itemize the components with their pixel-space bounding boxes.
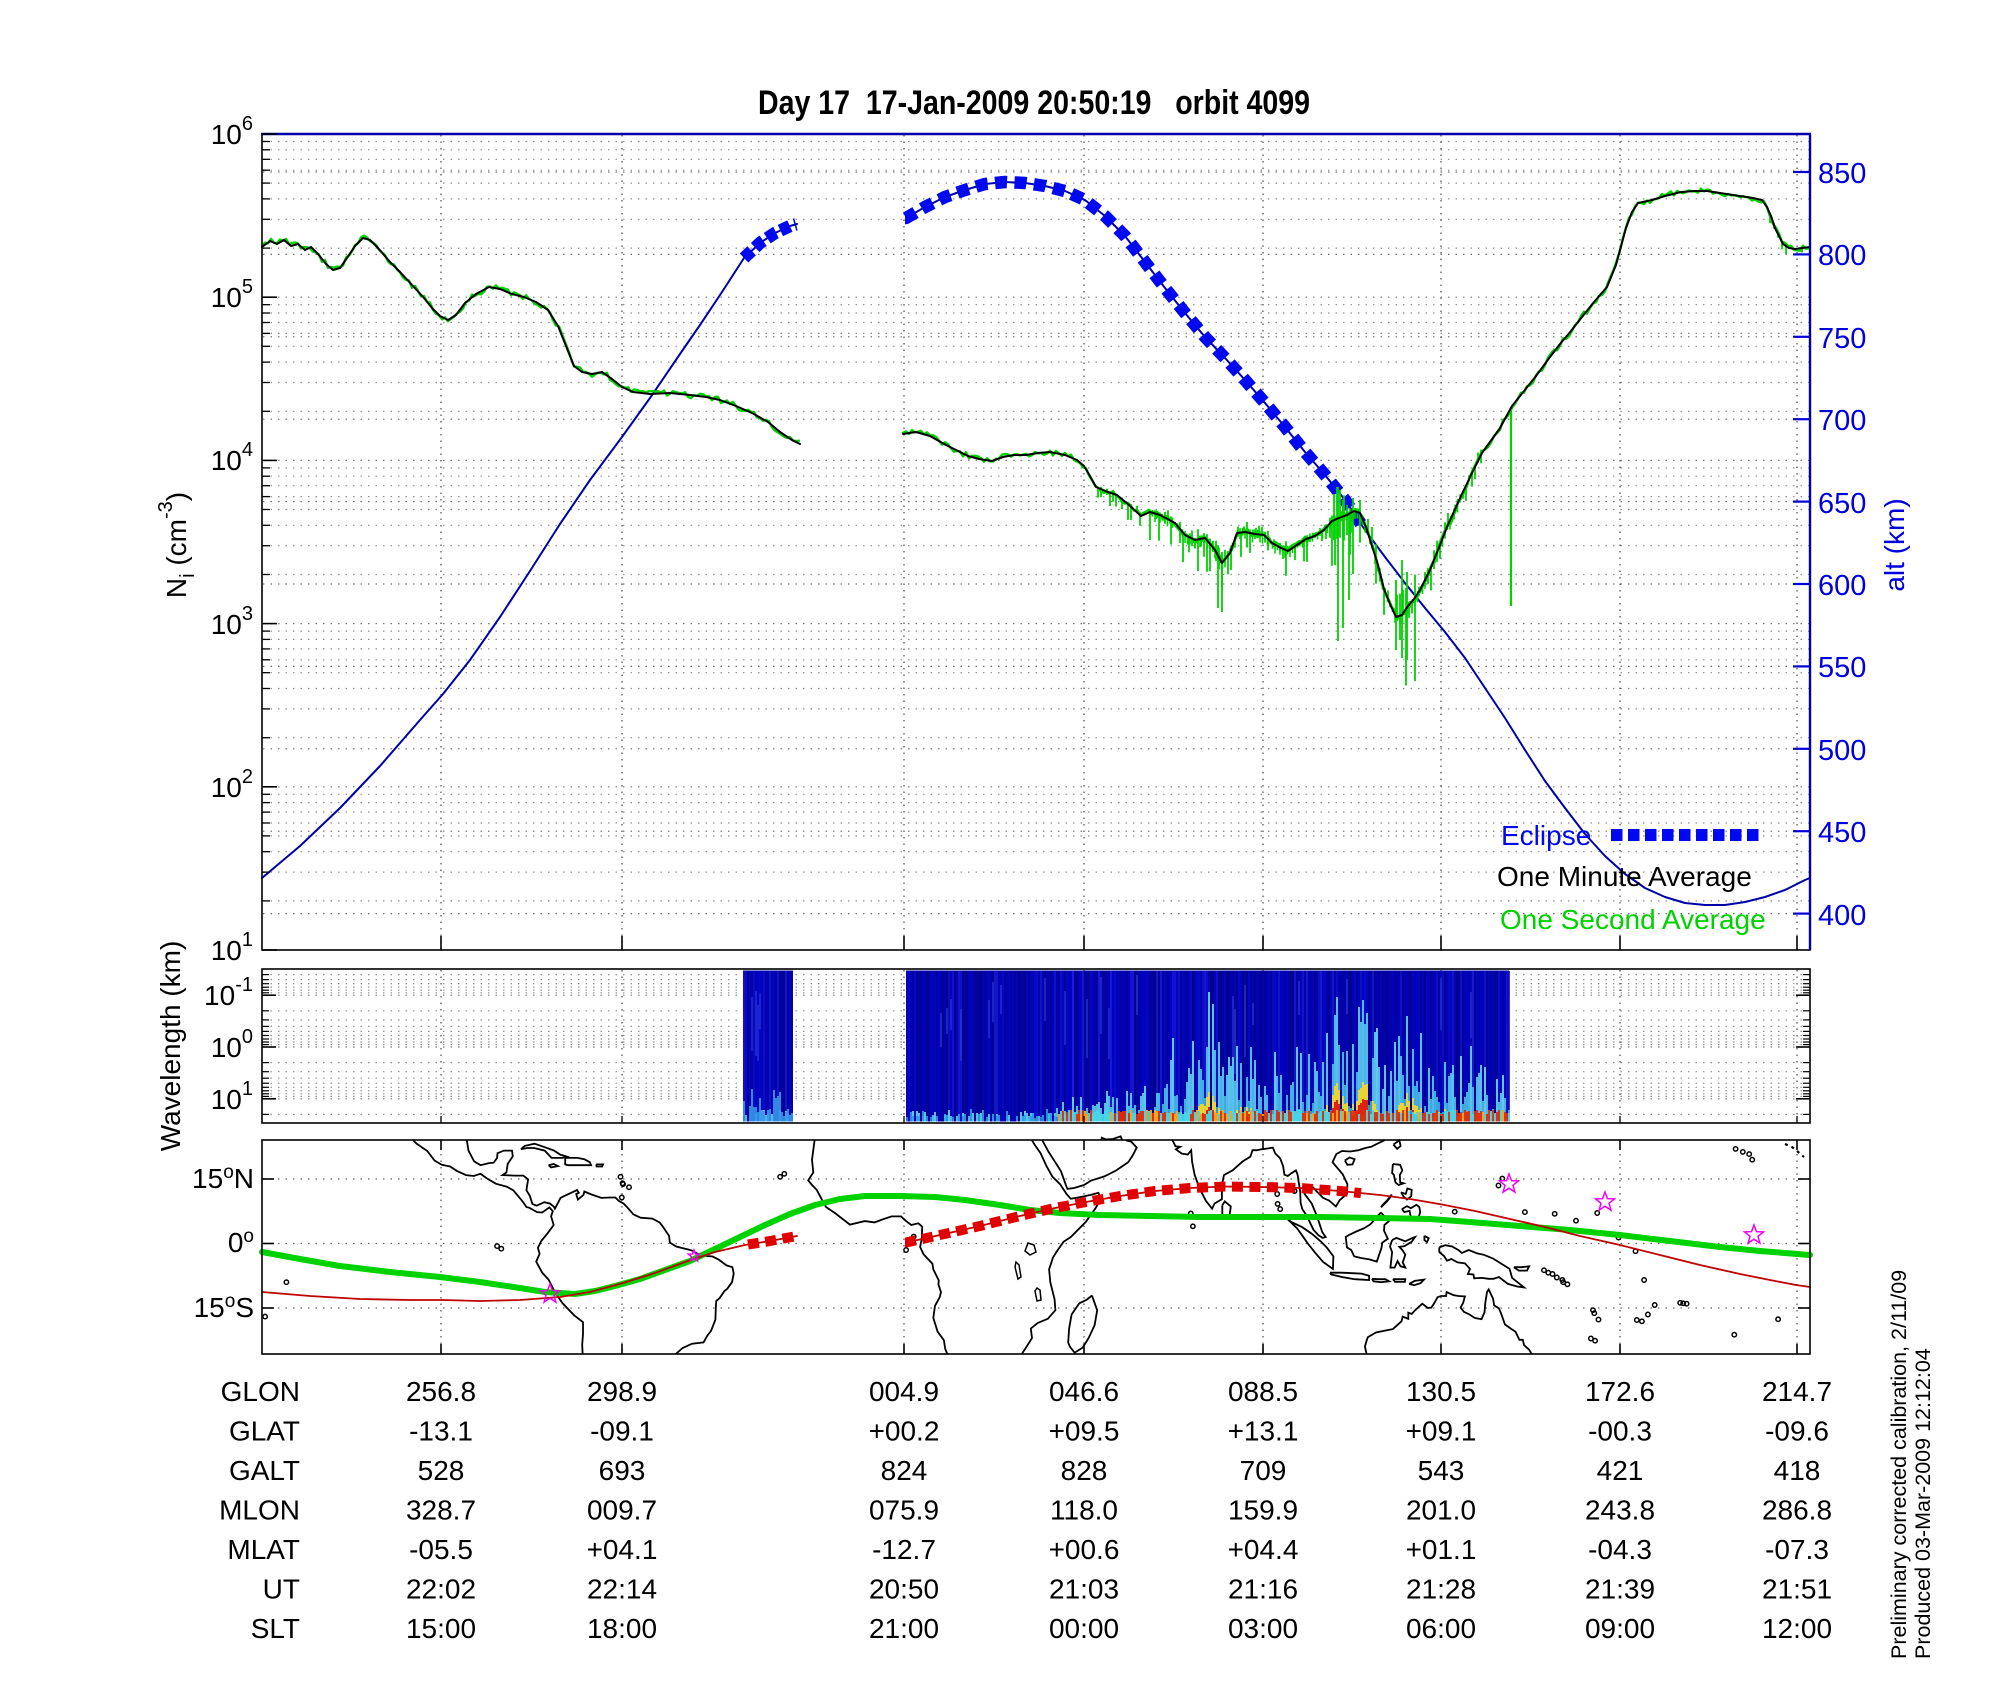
svg-text:22:14: 22:14	[587, 1574, 657, 1605]
svg-text:550: 550	[1818, 652, 1866, 684]
svg-text:12:00: 12:00	[1762, 1613, 1832, 1644]
svg-text:-09.6: -09.6	[1765, 1416, 1829, 1447]
svg-text:UT: UT	[263, 1574, 300, 1605]
svg-text:118.0: 118.0	[1050, 1495, 1118, 1526]
svg-text:One Minute Average: One Minute Average	[1497, 861, 1752, 892]
svg-text:Wavelength (km): Wavelength (km)	[155, 941, 186, 1152]
svg-text:824: 824	[881, 1455, 928, 1486]
svg-text:+09.5: +09.5	[1049, 1416, 1120, 1447]
svg-text:328.7: 328.7	[406, 1495, 476, 1526]
svg-text:+13.1: +13.1	[1228, 1416, 1299, 1447]
svg-text:Day 17 17-Jan-2009 20:50:19: Day 17 17-Jan-2009 20:50:19 orbit 4099	[758, 84, 1310, 122]
svg-text:Eclipse: Eclipse	[1501, 820, 1591, 851]
svg-text:GALT: GALT	[229, 1455, 300, 1486]
svg-text:004.9: 004.9	[869, 1376, 939, 1407]
svg-text:750: 750	[1818, 323, 1866, 355]
svg-text:+04.4: +04.4	[1228, 1534, 1299, 1565]
svg-text:21:03: 21:03	[1049, 1574, 1119, 1605]
svg-text:Ni (cm-3): Ni (cm-3)	[155, 492, 199, 598]
svg-text:-12.7: -12.7	[872, 1534, 936, 1565]
svg-text:528: 528	[418, 1455, 465, 1486]
svg-text:+09.1: +09.1	[1406, 1416, 1477, 1447]
svg-text:009.7: 009.7	[587, 1495, 657, 1526]
svg-text:088.5: 088.5	[1228, 1376, 1298, 1407]
svg-text:-07.3: -07.3	[1765, 1534, 1829, 1565]
svg-text:00:00: 00:00	[1049, 1613, 1119, 1644]
svg-text:201.0: 201.0	[1406, 1495, 1476, 1526]
svg-text:286.8: 286.8	[1762, 1495, 1832, 1526]
svg-text:-00.3: -00.3	[1588, 1416, 1652, 1447]
svg-text:693: 693	[599, 1455, 646, 1486]
svg-text:130.5: 130.5	[1406, 1376, 1476, 1407]
svg-text:+00.6: +00.6	[1049, 1534, 1120, 1565]
svg-text:709: 709	[1240, 1455, 1287, 1486]
svg-text:-05.5: -05.5	[409, 1534, 473, 1565]
svg-text:256.8: 256.8	[406, 1376, 476, 1407]
svg-text:21:28: 21:28	[1406, 1574, 1476, 1605]
svg-text:SLT: SLT	[251, 1613, 300, 1644]
svg-text:172.6: 172.6	[1585, 1376, 1655, 1407]
svg-text:400: 400	[1818, 900, 1866, 932]
svg-text:046.6: 046.6	[1049, 1376, 1119, 1407]
svg-text:214.7: 214.7	[1762, 1376, 1832, 1407]
svg-text:GLAT: GLAT	[229, 1416, 300, 1447]
svg-text:421: 421	[1597, 1455, 1644, 1486]
svg-text:+00.2: +00.2	[869, 1416, 940, 1447]
svg-text:800: 800	[1818, 240, 1866, 272]
svg-text:GLON: GLON	[221, 1376, 300, 1407]
svg-text:700: 700	[1818, 405, 1866, 437]
svg-text:600: 600	[1818, 570, 1866, 602]
svg-text:075.9: 075.9	[869, 1495, 939, 1526]
svg-text:243.8: 243.8	[1585, 1495, 1655, 1526]
svg-text:20:50: 20:50	[869, 1574, 939, 1605]
svg-text:21:00: 21:00	[869, 1613, 939, 1644]
svg-text:21:51: 21:51	[1762, 1574, 1832, 1605]
svg-text:418: 418	[1774, 1455, 1821, 1486]
svg-text:650: 650	[1818, 488, 1866, 520]
svg-text:22:02: 22:02	[406, 1574, 476, 1605]
svg-text:21:39: 21:39	[1585, 1574, 1655, 1605]
svg-text:-13.1: -13.1	[409, 1416, 473, 1447]
svg-text:+01.1: +01.1	[1406, 1534, 1477, 1565]
svg-text:159.9: 159.9	[1228, 1495, 1298, 1526]
svg-text:alt (km): alt (km)	[1879, 498, 1910, 591]
svg-text:+04.1: +04.1	[587, 1534, 658, 1565]
svg-text:828: 828	[1061, 1455, 1108, 1486]
svg-text:One Second Average: One Second Average	[1500, 904, 1766, 935]
svg-text:18:00: 18:00	[587, 1613, 657, 1644]
svg-text:543: 543	[1418, 1455, 1465, 1486]
svg-text:MLON: MLON	[219, 1495, 300, 1526]
svg-text:Produced 03-Mar-2009 12:12:04: Produced 03-Mar-2009 12:12:04	[1911, 1348, 1935, 1659]
svg-text:Preliminary corrected calibrat: Preliminary corrected calibration, 2/11/…	[1887, 1270, 1911, 1659]
svg-text:MLAT: MLAT	[227, 1534, 300, 1565]
svg-text:500: 500	[1818, 735, 1866, 767]
svg-text:15:00: 15:00	[406, 1613, 476, 1644]
svg-text:850: 850	[1818, 158, 1866, 190]
svg-text:09:00: 09:00	[1585, 1613, 1655, 1644]
svg-text:21:16: 21:16	[1228, 1574, 1298, 1605]
svg-text:298.9: 298.9	[587, 1376, 657, 1407]
svg-text:450: 450	[1818, 817, 1866, 849]
svg-text:03:00: 03:00	[1228, 1613, 1298, 1644]
svg-text:-04.3: -04.3	[1588, 1534, 1652, 1565]
svg-text:15oS: 15oS	[194, 1291, 254, 1323]
svg-text:06:00: 06:00	[1406, 1613, 1476, 1644]
svg-text:-09.1: -09.1	[590, 1416, 654, 1447]
svg-text:15oN: 15oN	[192, 1162, 254, 1194]
